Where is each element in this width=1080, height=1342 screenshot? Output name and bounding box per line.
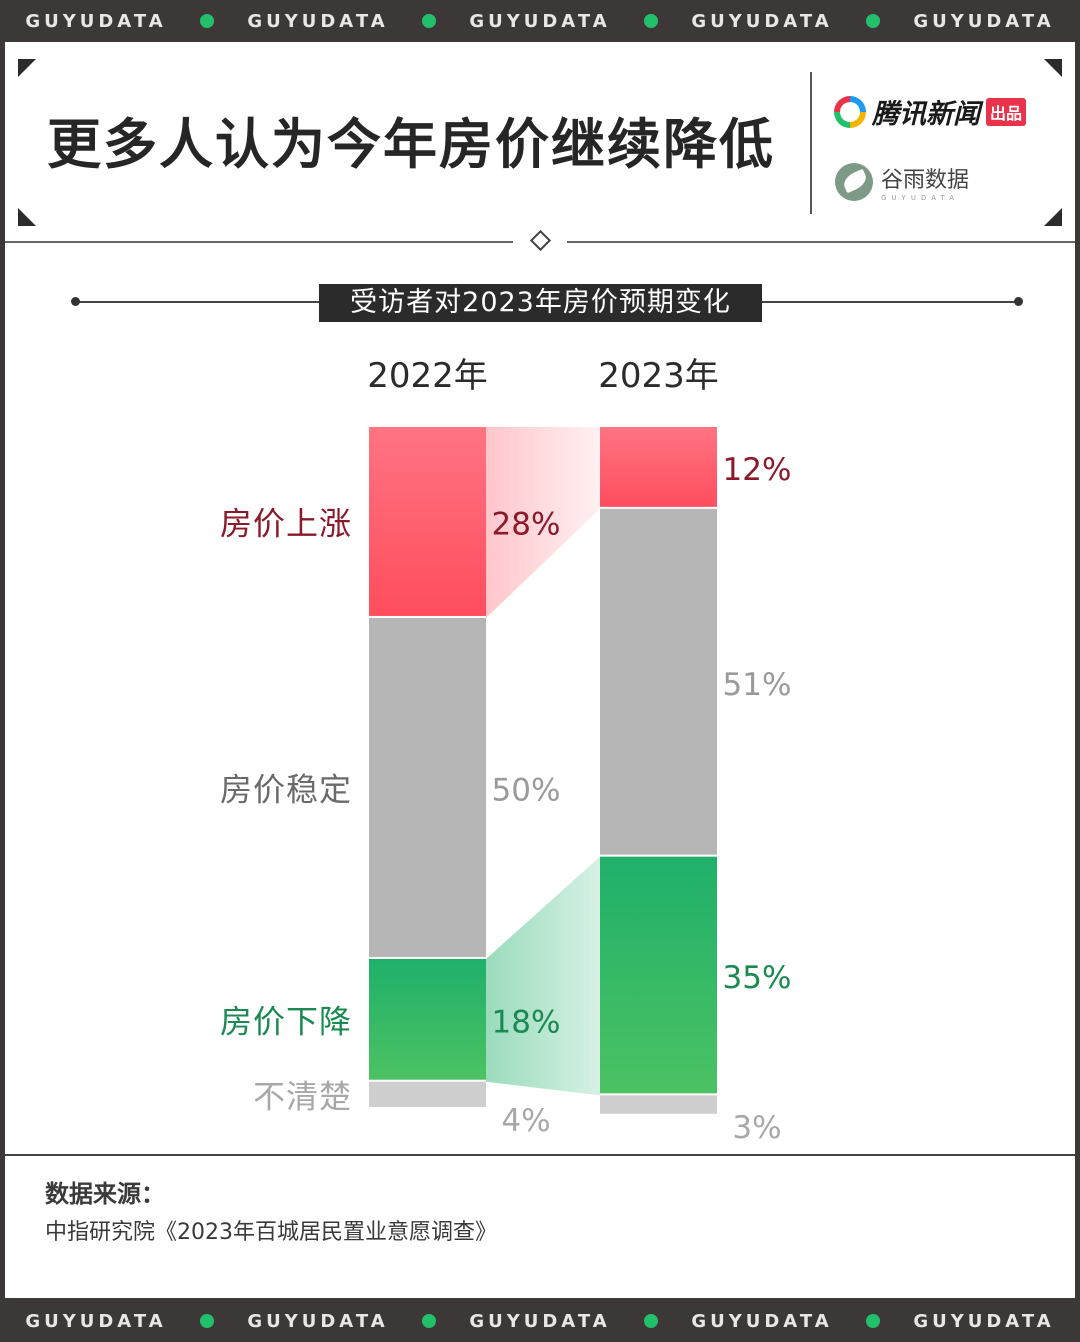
strip-word: GUYUDATA xyxy=(913,10,1055,32)
strip-dot xyxy=(422,14,436,28)
series-label: 房价稳定 xyxy=(220,770,352,808)
value-label: 28% xyxy=(492,506,561,542)
footer-divider xyxy=(5,1154,1075,1156)
source-text: 中指研究院《2023年百城居民置业意愿调查》 xyxy=(45,1220,497,1245)
bar-segment-0 xyxy=(600,427,717,507)
bar-segment-1 xyxy=(600,508,717,855)
corner-mark xyxy=(1044,59,1062,77)
strip-dot xyxy=(422,1314,436,1328)
guyu-data-logo: 谷雨数据 GUYUDATA xyxy=(835,162,969,202)
corner-mark xyxy=(18,59,36,77)
bar-segment-1 xyxy=(369,617,486,957)
strip-word: GUYUDATA xyxy=(247,10,389,32)
strip-dot xyxy=(200,1314,214,1328)
strip-word: GUYUDATA xyxy=(469,1310,611,1332)
bar-segment-3 xyxy=(600,1095,717,1114)
rise-connector-band xyxy=(486,427,600,618)
bar-segment-0 xyxy=(369,427,486,616)
value-label: 12% xyxy=(723,452,792,488)
rule-endpoint xyxy=(71,297,80,306)
value-label: 18% xyxy=(492,1004,561,1040)
bottom-brand-strip: GUYUDATA GUYUDATA GUYUDATA GUYUDATA GUYU… xyxy=(0,1300,1080,1342)
value-label: 51% xyxy=(723,667,792,703)
header-divider-right xyxy=(567,241,1075,243)
strip-word: GUYUDATA xyxy=(25,10,167,32)
rule-endpoint xyxy=(1014,297,1023,306)
tencent-news-icon xyxy=(834,95,866,128)
tencent-brand-text: 腾讯新闻 xyxy=(872,99,980,130)
series-label: 不清楚 xyxy=(253,1077,352,1115)
header-separator xyxy=(810,72,812,214)
series-label: 房价上涨 xyxy=(220,504,352,542)
bar-segment-2 xyxy=(369,958,486,1080)
value-label: 35% xyxy=(723,960,792,996)
bar-segment-3 xyxy=(369,1081,486,1107)
strip-dot xyxy=(866,14,880,28)
produced-badge: 出品 xyxy=(986,97,1027,126)
strip-dot xyxy=(200,14,214,28)
strip-word: GUYUDATA xyxy=(913,1310,1055,1332)
page-title: 更多人认为今年房价继续降低 xyxy=(47,113,775,176)
guyu-bird-icon xyxy=(835,163,873,201)
guyu-sub: GUYUDATA xyxy=(881,194,959,202)
strip-word: GUYUDATA xyxy=(247,1310,389,1332)
source-title: 数据来源： xyxy=(45,1180,165,1208)
value-label: 50% xyxy=(492,772,561,808)
tencent-news-logo: 腾讯新闻 出品 xyxy=(834,92,1027,131)
strip-word: GUYUDATA xyxy=(25,1310,167,1332)
infographic-card: 更多人认为今年房价继续降低 腾讯新闻 出品 谷雨数据 GUYUDATA 受访者对… xyxy=(5,42,1075,1298)
strip-word: GUYUDATA xyxy=(691,10,833,32)
stacked-bar-chart: 2022年 2023年 28% 50% 18% 4% 12% 51% 35% 3% 房价上涨房价稳定… xyxy=(220,356,792,1146)
strip-dot xyxy=(644,1314,658,1328)
corner-mark xyxy=(18,208,36,226)
strip-dot xyxy=(866,1314,880,1328)
guyu-name: 谷雨数据 xyxy=(881,168,970,193)
strip-dot xyxy=(644,14,658,28)
category-label: 2022年 xyxy=(367,356,488,396)
bar-segment-2 xyxy=(600,856,717,1094)
value-label: 3% xyxy=(732,1110,781,1146)
strip-word: GUYUDATA xyxy=(691,1310,833,1332)
chart-title: 受访者对2023年房价预期变化 xyxy=(319,284,762,322)
fall-connector-band xyxy=(486,856,600,1096)
value-label: 4% xyxy=(501,1103,550,1139)
header-divider-left xyxy=(5,241,513,243)
top-brand-strip: GUYUDATA GUYUDATA GUYUDATA GUYUDATA GUYU… xyxy=(0,0,1080,42)
category-label: 2023年 xyxy=(598,356,719,396)
corner-mark xyxy=(1044,208,1062,226)
strip-word: GUYUDATA xyxy=(469,10,611,32)
series-label: 房价下降 xyxy=(220,1002,352,1040)
